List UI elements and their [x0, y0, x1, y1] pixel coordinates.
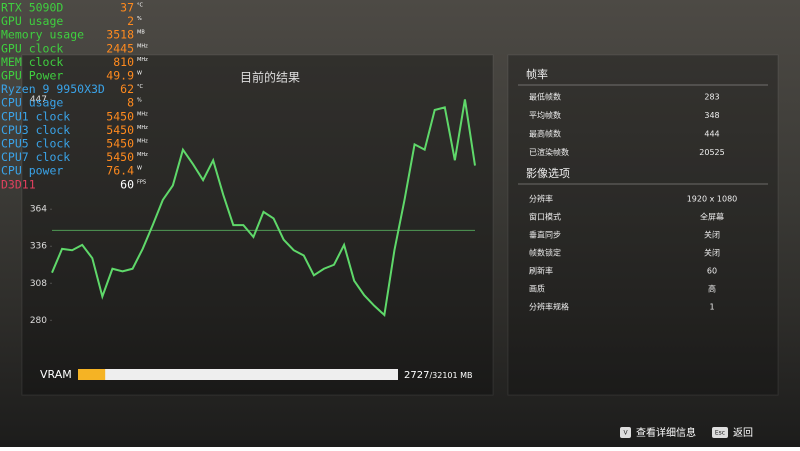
row-value: 关闭: [704, 248, 720, 258]
settings-panel: [507, 54, 779, 396]
row-value: 348: [704, 111, 719, 120]
row-label: 帧数锁定: [529, 248, 561, 258]
key-cap[interactable]: [712, 427, 728, 438]
row-label: 垂直同步: [529, 230, 561, 240]
osd-unit: %: [137, 16, 142, 22]
y-tick-label: 364: [30, 205, 47, 215]
row-label: 平均帧数: [529, 110, 561, 120]
row-value: 283: [704, 93, 719, 102]
y-tick-label: 336: [30, 242, 47, 252]
osd-label: CPU5 clock: [1, 137, 70, 151]
vram-label: VRAM: [40, 368, 72, 381]
vram-fill: [78, 369, 106, 380]
osd-unit: MHz: [137, 139, 148, 145]
osd-value: 62: [120, 82, 134, 96]
row-value: 全屏幕: [700, 212, 724, 222]
row-value: 关闭: [704, 230, 720, 240]
y-tick-label: 447: [30, 95, 47, 105]
key: V: [623, 430, 628, 437]
osd-label: CPU3 clock: [1, 123, 70, 137]
osd-value: 3518: [106, 28, 134, 42]
footer: V 查看详细信息 Esc 返回: [620, 426, 753, 439]
osd-value: 8: [127, 96, 134, 110]
osd-unit: MHz: [137, 111, 148, 117]
row-value: 20525: [699, 148, 724, 157]
row-label: 窗口模式: [529, 212, 561, 222]
osd-label: MEM clock: [1, 55, 63, 69]
footer-label[interactable]: 查看详细信息: [636, 426, 696, 439]
osd-value: 37: [120, 1, 134, 15]
section-title: 帧率: [526, 67, 548, 81]
vram-used: 2727: [404, 370, 429, 381]
osd-unit: FPS: [137, 179, 146, 185]
osd-label: D3D11: [1, 177, 36, 191]
osd-value: 5450: [106, 123, 134, 137]
row-label: 已渲染帧数: [529, 147, 569, 157]
osd-unit: MHz: [137, 152, 148, 158]
osd-value: 5450: [106, 150, 134, 164]
osd-unit: W: [137, 166, 142, 172]
y-tick-label: 280: [30, 316, 47, 326]
osd-unit: W: [137, 71, 142, 77]
row-value: 1: [709, 303, 714, 312]
osd-label: CPU usage: [1, 96, 63, 110]
chart: 280 308 336 364 447: [30, 95, 476, 326]
osd-unit: MHz: [137, 57, 148, 63]
osd-unit: MHz: [137, 125, 148, 131]
osd-label: GPU usage: [1, 14, 63, 28]
osd-label: GPU Power: [1, 69, 63, 83]
osd-unit: MB: [137, 30, 145, 36]
vram-track: [78, 369, 398, 380]
vram: VRAM 2727/32101 MB: [40, 368, 473, 381]
osd-label: CPU1 clock: [1, 109, 70, 123]
row-label: 最低帧数: [529, 92, 561, 102]
row-label: 刷新率: [529, 266, 553, 276]
osd-label: Memory usage: [1, 28, 84, 42]
row-value: 60: [707, 267, 717, 276]
vram-total: /32101 MB: [429, 371, 472, 380]
section-title: 影像选项: [526, 167, 570, 180]
osd-unit: °C: [137, 3, 144, 9]
y-tick-label: 308: [30, 279, 47, 289]
osd-value: 2445: [106, 41, 134, 55]
footer-label[interactable]: 返回: [733, 427, 753, 439]
osd-value: 76.4: [106, 164, 134, 178]
vram-text: 2727/32101 MB: [404, 370, 473, 381]
osd-label: Ryzen 9 9950X3D: [1, 82, 105, 96]
row-value: 1920 x 1080: [687, 195, 738, 204]
osd-value: 810: [113, 55, 134, 69]
osd-unit: MHz: [137, 43, 148, 49]
row-label: 分辨率: [529, 194, 553, 204]
osd-unit: °C: [137, 84, 144, 90]
osd-value: 5450: [106, 137, 134, 151]
osd-value: 5450: [106, 109, 134, 123]
fps-line: [51, 99, 476, 318]
key: Esc: [715, 430, 725, 437]
row-value: 444: [704, 130, 719, 139]
chart-title: 目前的结果: [240, 70, 300, 85]
row-label: 最高帧数: [529, 129, 561, 139]
osd-value: 2: [127, 14, 134, 28]
osd-value: 49.9: [106, 69, 134, 83]
osd-unit: %: [137, 98, 142, 104]
row-value: 高: [708, 284, 716, 294]
osd-label: CPU power: [1, 164, 63, 178]
osd-label: GPU clock: [1, 41, 63, 55]
key-cap[interactable]: [620, 427, 631, 438]
osd-label: RTX 5090D: [1, 1, 63, 15]
row-label: 分辨率规格: [529, 302, 569, 312]
row-label: 画质: [529, 284, 545, 294]
osd-value: 60: [120, 177, 134, 191]
osd-label: CPU7 clock: [1, 150, 70, 164]
